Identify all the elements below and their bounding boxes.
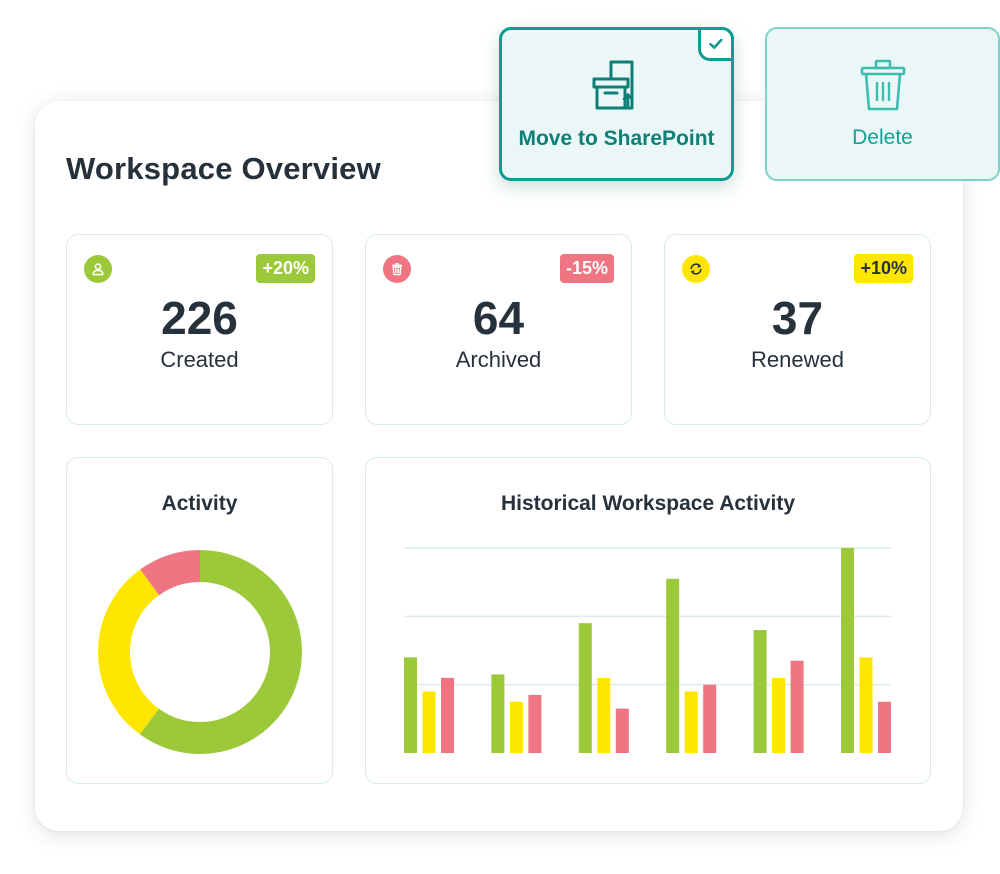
bar-group-4-series-3: [703, 684, 717, 753]
bar-group-1-series-3: [441, 677, 454, 753]
bar-group-2-series-2: [509, 701, 523, 753]
bar-group-6-series-1: [841, 548, 854, 753]
refresh-icon: [682, 255, 710, 283]
bar-group-4-series-1: [666, 578, 680, 753]
bar-group-1-series-1: [404, 657, 417, 753]
bar-group-6-series-3: [878, 701, 891, 753]
stat-label: Renewed: [751, 347, 844, 372]
user-icon: [84, 255, 112, 283]
stat-card-archived[interactable]: -15% 64 Archived: [365, 234, 632, 425]
stat-value: 37: [771, 292, 824, 344]
change-badge: +20%: [256, 254, 315, 283]
stat-card-created[interactable]: +20% 226 Created: [66, 234, 333, 425]
bar-group-6-series-2: [859, 657, 873, 753]
page-title: Workspace Overview: [66, 151, 381, 186]
donut-slice-archived: [98, 550, 302, 754]
donut-slice-renewed: [98, 550, 302, 754]
chart-title: Activity: [161, 492, 238, 515]
action-label: Delete: [852, 126, 913, 149]
stat-value: 64: [472, 292, 525, 344]
delete-button[interactable]: Delete: [765, 27, 1000, 181]
change-badge: +10%: [854, 254, 913, 283]
bar-group-3-series-3: [615, 708, 629, 753]
archive-box-export-icon: [590, 59, 644, 113]
bar-group-3-series-1: [578, 623, 592, 753]
workspace-overview-panel: Workspace Overview +20% 226 Created: [35, 101, 963, 831]
change-badge: -15%: [559, 254, 614, 283]
bar-group-5-series-2: [772, 677, 786, 753]
action-label: Move to SharePoint: [518, 127, 715, 150]
activity-donut-chart: [98, 550, 302, 754]
bar-group-1-series-2: [422, 691, 436, 753]
bar-group-5-series-3: [790, 660, 804, 753]
historical-activity-chart-card: Historical Workspace Activity: [365, 457, 931, 784]
bar-group-4-series-2: [684, 691, 698, 753]
activity-chart-card: Activity: [66, 457, 333, 784]
bar-group-2-series-3: [528, 694, 542, 753]
stat-label: Archived: [455, 347, 542, 372]
trash-icon: [856, 58, 910, 112]
stat-value: 226: [161, 292, 238, 344]
stat-card-renewed[interactable]: +10% 37 Renewed: [664, 234, 931, 425]
historical-activity-bar-chart: [404, 547, 891, 753]
bar-group-2-series-1: [491, 674, 505, 753]
chart-title: Historical Workspace Activity: [500, 492, 796, 515]
stat-label: Created: [160, 347, 239, 372]
bar-group-5-series-1: [753, 630, 767, 753]
bar-group-3-series-2: [597, 677, 611, 753]
move-to-sharepoint-button[interactable]: Move to SharePoint: [499, 27, 734, 181]
trash-icon: [383, 255, 411, 283]
check-icon: [698, 27, 734, 61]
